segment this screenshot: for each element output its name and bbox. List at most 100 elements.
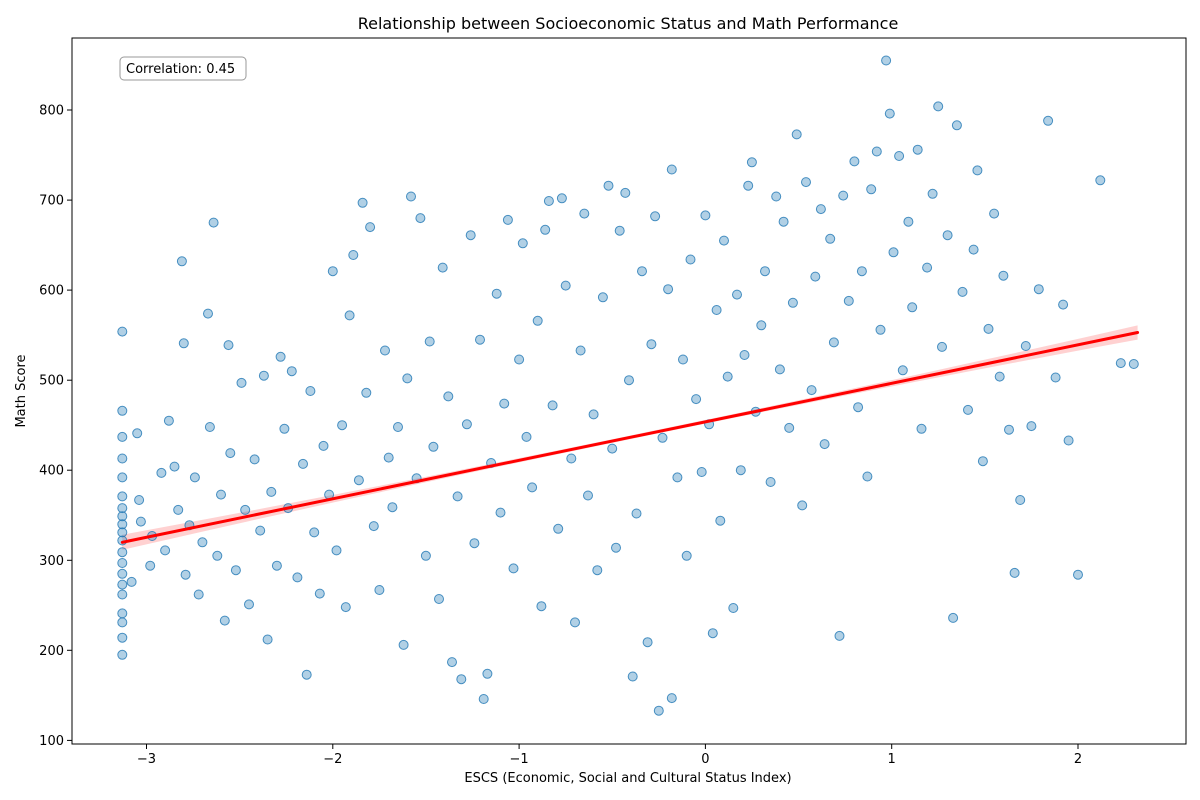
scatter-point <box>685 254 696 265</box>
y-tick-label: 300 <box>39 554 64 569</box>
scatter-point <box>715 515 726 526</box>
y-tick-label: 800 <box>39 104 64 119</box>
scatter-point <box>719 235 729 246</box>
scatter-point <box>666 164 677 175</box>
scatter-point <box>255 525 266 536</box>
scatter-point <box>624 375 634 386</box>
scatter-point <box>678 354 688 365</box>
scatter-point <box>266 486 277 497</box>
scatter-point <box>566 453 577 464</box>
scatter-point <box>286 366 297 377</box>
scatter-point <box>743 180 754 191</box>
scatter-point <box>117 527 128 538</box>
scatter-point <box>1050 372 1061 383</box>
scatter-point <box>691 394 702 405</box>
scatter-point <box>117 632 128 643</box>
scatter-point <box>540 224 551 235</box>
scatter-point <box>305 386 316 396</box>
scatter-point <box>117 568 128 579</box>
scatter-point <box>357 197 368 208</box>
scatter-point <box>620 187 631 198</box>
scatter-point <box>1063 435 1074 446</box>
scatter-point <box>579 208 590 219</box>
scatter-point <box>774 364 785 375</box>
scatter-point <box>225 448 236 459</box>
scatter-point <box>672 472 683 483</box>
scatter-point <box>156 467 167 478</box>
correlation-annotation-box <box>119 56 247 81</box>
scatter-point <box>193 589 204 600</box>
x-tick-label: 0 <box>701 752 709 767</box>
scatter-point <box>1095 175 1106 186</box>
scatter-point <box>881 55 892 66</box>
scatter-point <box>275 351 286 362</box>
scatter-point <box>862 471 873 482</box>
scatter-point <box>212 550 223 561</box>
scatter-point <box>478 694 489 704</box>
scatter-point <box>298 458 308 469</box>
scatter-point <box>117 511 128 522</box>
scatter-point <box>387 502 398 513</box>
x-axis-label: ESCS (Economic, Social and Cultural Stat… <box>464 771 791 786</box>
scatter-point <box>521 431 532 442</box>
scatter-point <box>637 266 647 277</box>
scatter-point <box>262 634 273 645</box>
scatter-point <box>547 400 558 411</box>
scatter-point <box>1009 567 1020 578</box>
scatter-point <box>653 705 664 716</box>
scatter-point <box>806 385 817 396</box>
scatter-point <box>912 144 923 155</box>
scatter-point <box>145 560 156 571</box>
scatter-point <box>117 431 128 442</box>
scatter-point <box>1073 569 1083 580</box>
scatter-point <box>117 617 128 628</box>
scatter-point <box>765 477 776 487</box>
scatter-point <box>556 193 567 204</box>
scatter-point <box>875 324 886 335</box>
scatter-point <box>732 289 742 300</box>
scatter-point <box>666 693 677 704</box>
scatter-point <box>197 537 208 548</box>
scatter-point <box>728 603 739 613</box>
scatter-point <box>216 489 226 500</box>
scatter-point <box>117 491 128 502</box>
scatter-point <box>611 542 621 553</box>
scatter-point <box>169 461 180 472</box>
scatter-point <box>348 250 359 260</box>
scatter-point <box>491 288 502 299</box>
scatter-point <box>791 129 802 140</box>
chart-title: Relationship between Socioeconomic Statu… <box>358 14 899 33</box>
x-tick-label: −1 <box>510 752 529 767</box>
scatter-point <box>117 453 128 464</box>
scatter-point <box>337 420 348 431</box>
scatter-point <box>117 547 128 558</box>
scatter-point <box>828 337 839 348</box>
regression-line <box>120 331 1140 544</box>
scatter-point <box>843 295 854 306</box>
scatter-point <box>722 371 733 382</box>
correlation-annotation: Correlation: 0.45 <box>119 56 247 81</box>
scatter-point <box>244 599 254 610</box>
scatter-point <box>825 233 836 244</box>
scatter-point <box>383 452 394 463</box>
scatter-point <box>897 365 908 376</box>
scatter-point <box>815 204 826 215</box>
scatter-point <box>469 538 480 549</box>
scatter-point <box>499 398 510 409</box>
scatter-point <box>365 222 376 233</box>
scatter-point <box>415 213 426 224</box>
scatter-point <box>117 589 128 600</box>
scatter-point <box>117 472 128 483</box>
scatter-point <box>646 339 657 350</box>
scatter-point <box>922 262 933 273</box>
scatter-point <box>834 630 845 641</box>
scatter-point <box>739 350 750 360</box>
scatter-point <box>475 334 485 345</box>
scatter-point <box>514 354 525 365</box>
y-tick-label: 100 <box>39 734 64 749</box>
plot-area <box>72 38 1186 744</box>
scatter-point <box>173 504 184 515</box>
scatter-point <box>126 576 137 587</box>
scatter-point <box>1026 421 1037 432</box>
y-tick-label: 200 <box>39 644 64 659</box>
